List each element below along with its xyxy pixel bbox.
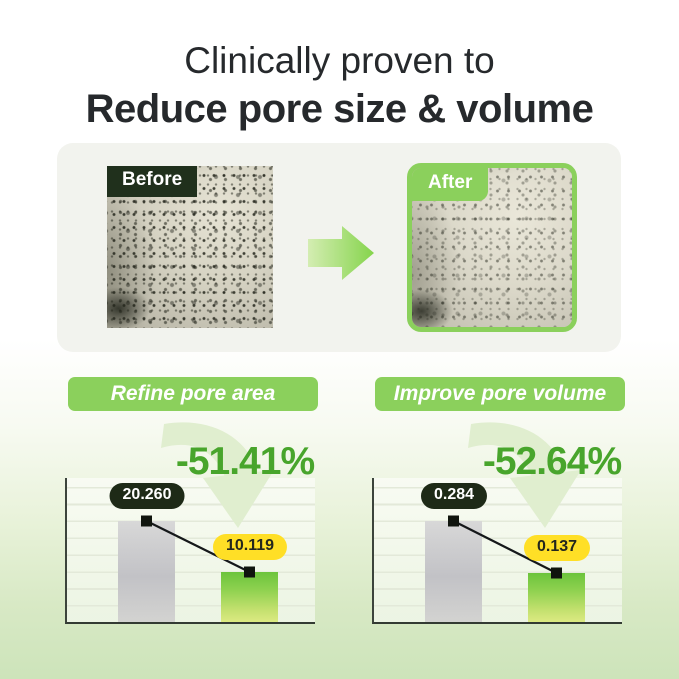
swoosh-down-arrow-icon — [161, 422, 274, 528]
value-badge-before: 0.284 — [420, 483, 488, 509]
bar-chart-pore-volume: 0.284 0.137 Before After — [372, 478, 622, 624]
plot-area: 0.284 0.137 — [372, 478, 622, 624]
bar-after — [221, 572, 278, 622]
page-title-line2: Reduce pore size & volume — [85, 87, 594, 131]
percent-change-pore-area: -51.41% — [175, 440, 315, 483]
trend-line — [448, 515, 562, 579]
value-after: 0.137 — [536, 538, 578, 555]
swoosh-down-arrow-icon — [468, 422, 581, 528]
bar-before — [118, 521, 175, 622]
section-pore-volume: Improve pore volume -52.64% 0.284 0.137 — [367, 377, 637, 679]
before-label: Before — [107, 166, 198, 197]
before-photo: Before — [107, 166, 273, 328]
section-header-pore-volume: Improve pore volume — [375, 377, 625, 411]
right-arrow-icon — [308, 226, 374, 280]
bar-after — [528, 573, 585, 622]
plot-area: 20.260 10.119 — [65, 478, 315, 624]
value-badge-after: 0.137 — [523, 535, 591, 561]
value-after: 10.119 — [225, 537, 275, 554]
after-photo-frame: After — [407, 163, 577, 332]
bar-before — [425, 521, 482, 622]
value-before: 0.284 — [433, 486, 475, 503]
page-title-line1: Clinically proven to — [184, 40, 495, 81]
bar-chart-pore-area: 20.260 10.119 Before After — [65, 478, 315, 624]
section-header-pore-area: Refine pore area — [68, 377, 318, 411]
section-pore-area: Refine pore area -51.41% 20.260 10.119 — [60, 377, 330, 679]
title-block: Clinically proven to Reduce pore size & … — [0, 40, 679, 132]
percent-change-pore-volume: -52.64% — [482, 440, 622, 483]
after-label: After — [412, 168, 489, 201]
value-badge-after: 10.119 — [212, 534, 288, 560]
before-after-panel: Before After — [57, 143, 621, 352]
trend-line — [141, 515, 255, 578]
value-before: 20.260 — [122, 486, 172, 503]
value-badge-before: 20.260 — [109, 483, 185, 509]
